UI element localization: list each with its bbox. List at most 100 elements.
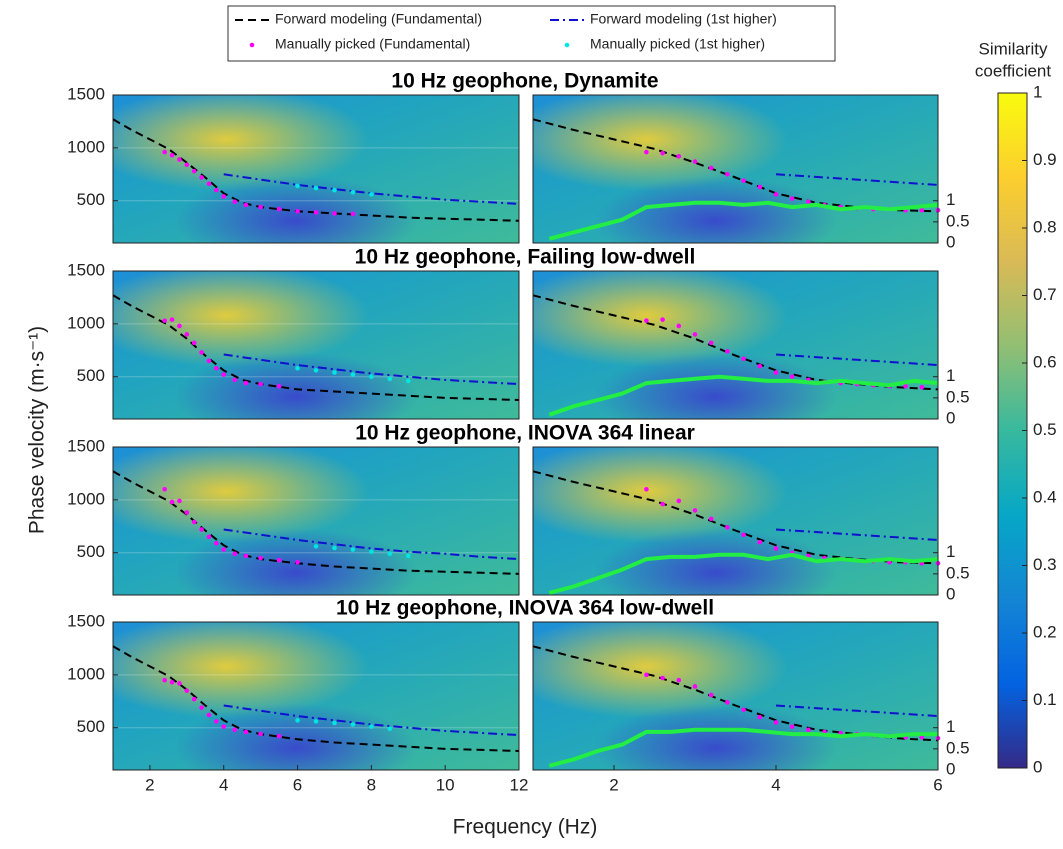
pick-point <box>191 519 197 525</box>
pick-point <box>369 549 374 554</box>
y2-tick-label: 0.5 <box>946 387 970 406</box>
pick-point <box>184 162 190 168</box>
y2-tick-label: 0 <box>946 232 955 251</box>
heatmap-shadow <box>113 95 519 243</box>
pick-point <box>206 712 212 718</box>
colorbar-tick-label: 0 <box>1033 757 1042 776</box>
pick-point <box>276 557 282 563</box>
pick-point <box>295 208 300 214</box>
pick-point <box>332 211 337 216</box>
model-line <box>112 118 520 222</box>
model-line <box>223 173 520 205</box>
pick-point <box>660 675 665 681</box>
pick-point <box>206 358 212 364</box>
pick-point <box>725 525 730 530</box>
pick-point <box>387 376 393 382</box>
colorbar-tick-label: 0.8 <box>1033 217 1057 236</box>
pick-point <box>258 381 263 387</box>
model-line <box>112 470 520 575</box>
pick-point <box>206 181 212 187</box>
colorbar-tick-label: 0.7 <box>1033 285 1057 304</box>
pick-point <box>741 356 746 362</box>
pick-point <box>313 185 319 191</box>
y-tick-label: 500 <box>77 717 105 736</box>
y2-tick-label: 1 <box>946 190 955 209</box>
pick-point <box>644 318 649 323</box>
x-tick-label: 10 <box>436 775 455 794</box>
pick-point <box>757 714 763 720</box>
pick-point <box>313 368 319 373</box>
heatmap-shadow <box>533 95 938 243</box>
pick-point <box>276 206 282 212</box>
pick-point <box>350 211 356 217</box>
pick-point <box>332 545 337 551</box>
pick-point <box>295 718 300 723</box>
y2-tick-label: 1 <box>946 542 955 561</box>
pick-point <box>184 688 190 694</box>
y2-tick-label: 0 <box>946 584 955 603</box>
pick-point <box>789 196 795 201</box>
heatmap-shadow <box>533 622 938 770</box>
pick-point <box>243 553 249 559</box>
model-line <box>223 528 520 561</box>
pick-point <box>206 534 212 540</box>
y2-tick-label: 0.5 <box>946 738 970 757</box>
pick-point <box>177 681 182 686</box>
pick-point <box>162 318 167 323</box>
pick-point <box>806 199 811 205</box>
pick-point <box>757 184 763 190</box>
pick-point <box>243 380 249 386</box>
pick-point <box>741 707 746 713</box>
pick-point <box>708 692 714 698</box>
pick-point <box>313 719 319 724</box>
pick-point <box>169 152 175 158</box>
pick-point <box>177 498 182 504</box>
pick-point <box>295 365 300 371</box>
y-tick-label: 1500 <box>67 436 105 455</box>
pick-point <box>276 733 282 739</box>
heatmap-shadow <box>113 447 519 595</box>
pick-point <box>313 544 319 549</box>
colorbar-tick-label: 0.9 <box>1033 150 1057 169</box>
pick-point <box>199 705 204 710</box>
panel-frame <box>112 270 520 420</box>
y2-tick-label: 0.5 <box>946 211 970 230</box>
pick-point <box>369 374 374 380</box>
pick-point <box>919 207 925 213</box>
pick-point <box>676 498 682 504</box>
pick-point <box>405 553 411 559</box>
similarity-line <box>548 374 939 417</box>
x-tick-label: 4 <box>219 775 228 794</box>
colorbar-tick-label: 0.3 <box>1033 555 1057 574</box>
pick-point <box>221 372 227 377</box>
pick-point <box>184 510 190 515</box>
y-tick-label: 500 <box>77 190 105 209</box>
y2-tick-label: 0.5 <box>946 563 970 582</box>
pick-point <box>232 199 238 205</box>
pick-point <box>199 350 204 355</box>
pick-point <box>773 192 779 197</box>
model-line <box>775 173 939 186</box>
panel-frame <box>532 621 939 771</box>
legend-label: Manually picked (Fundamental) <box>275 36 470 52</box>
y-tick-label: 1000 <box>67 313 105 332</box>
legend-box <box>227 5 836 62</box>
x-tick-label: 6 <box>933 775 942 794</box>
panel-frame <box>532 94 939 244</box>
panel-title: 10 Hz geophone, Dynamite <box>391 70 658 93</box>
pick-point <box>350 189 356 195</box>
x-tick-label: 4 <box>771 775 780 794</box>
legend-label: Forward modeling (1st higher) <box>590 11 777 27</box>
pick-point <box>725 171 730 177</box>
pick-point <box>789 374 795 380</box>
pick-point <box>773 546 779 551</box>
pick-point <box>806 727 811 733</box>
pick-point <box>903 383 908 389</box>
pick-point <box>169 499 175 505</box>
panel-title: 10 Hz geophone, INOVA 364 low-dwell <box>336 597 714 620</box>
pick-point <box>350 547 356 552</box>
heatmap-shadow <box>533 447 938 595</box>
pick-point <box>214 719 219 724</box>
heatmap-shadow <box>533 271 938 419</box>
y-tick-label: 1000 <box>67 664 105 683</box>
